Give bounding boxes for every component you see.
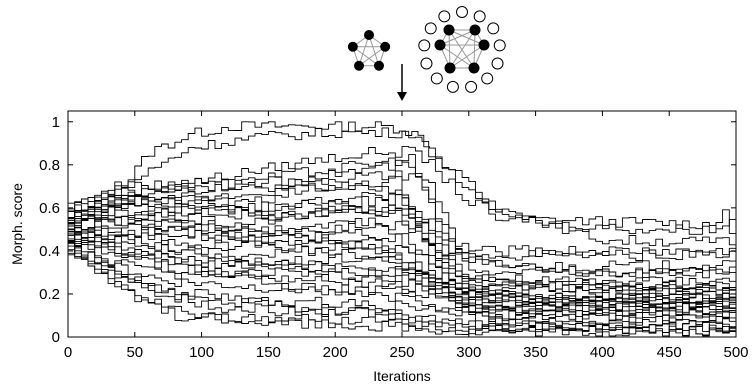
x-tick-label: 400 [590,344,615,361]
x-tick-label: 150 [256,344,281,361]
series-line-24 [68,252,736,332]
y-axis-label: Morph. score [9,183,25,265]
x-tick-label: 450 [657,344,682,361]
y-tick-label: 0.6 [39,200,60,217]
series-line-10 [68,185,736,311]
arrow-head-icon [397,92,407,101]
series-line-18 [68,224,736,300]
annotation [347,6,506,101]
x-tick-label: 0 [64,344,72,361]
series-line-2 [68,127,736,247]
series-line-23 [68,238,736,336]
y-tick-label: 0 [52,329,60,346]
series-line-31 [68,194,736,279]
y-tick-label: 0.8 [39,157,60,174]
x-tick-label: 100 [189,344,214,361]
series-line-6 [68,170,736,257]
ticks-layer: 0 50 100 150 200 250 300 350 400 450 500 0 0.2 0.4 0.6… [39,111,749,361]
series-line-29 [68,234,736,317]
series-layer [68,121,736,337]
large-graph-icon [418,6,506,93]
series-line-28 [68,204,736,327]
x-axis-label: Iterations [373,368,431,384]
y-tick-label: 0.4 [39,243,60,260]
x-tick-label: 250 [389,344,414,361]
x-tick-label: 300 [456,344,481,361]
x-tick-label: 350 [523,344,548,361]
series-line-5 [68,159,736,261]
x-tick-label: 200 [323,344,348,361]
small-graph-icon [347,30,391,71]
x-tick-label: 500 [723,344,748,361]
x-tick-label: 50 [126,344,143,361]
y-tick-label: 1 [52,114,60,131]
series-line-30 [68,242,736,337]
y-tick-label: 0.2 [39,286,60,303]
series-line-32 [68,210,736,308]
